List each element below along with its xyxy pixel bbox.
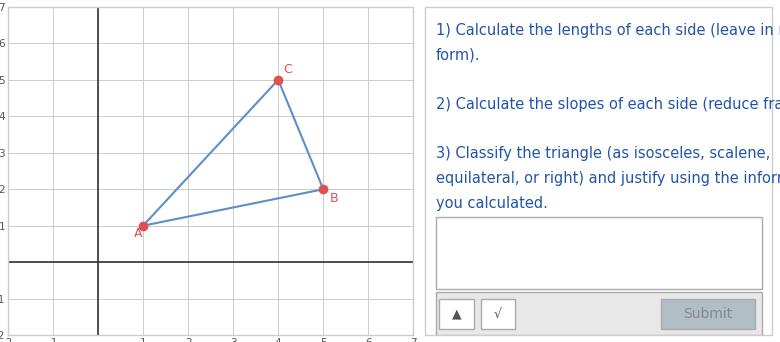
Text: 2) Calculate the slopes of each side (reduce fractions).: 2) Calculate the slopes of each side (re… xyxy=(435,97,780,112)
FancyBboxPatch shape xyxy=(439,299,473,329)
Text: A: A xyxy=(134,227,143,240)
Text: 1) Calculate the lengths of each side (leave in radical: 1) Calculate the lengths of each side (l… xyxy=(435,23,780,38)
FancyBboxPatch shape xyxy=(661,299,755,329)
FancyBboxPatch shape xyxy=(425,7,772,335)
Text: B: B xyxy=(330,192,339,205)
Text: C: C xyxy=(284,63,292,76)
Text: you calculated.: you calculated. xyxy=(435,196,548,211)
Text: equilateral, or right) and justify using the information: equilateral, or right) and justify using… xyxy=(435,171,780,186)
Text: form).: form). xyxy=(435,48,480,63)
Text: Submit: Submit xyxy=(683,307,732,321)
FancyBboxPatch shape xyxy=(435,292,762,335)
FancyBboxPatch shape xyxy=(435,217,762,289)
Text: 3) Classify the triangle (as isosceles, scalene,: 3) Classify the triangle (as isosceles, … xyxy=(435,146,770,161)
FancyBboxPatch shape xyxy=(480,299,516,329)
Text: √: √ xyxy=(494,307,502,320)
Text: ▲: ▲ xyxy=(452,307,461,320)
